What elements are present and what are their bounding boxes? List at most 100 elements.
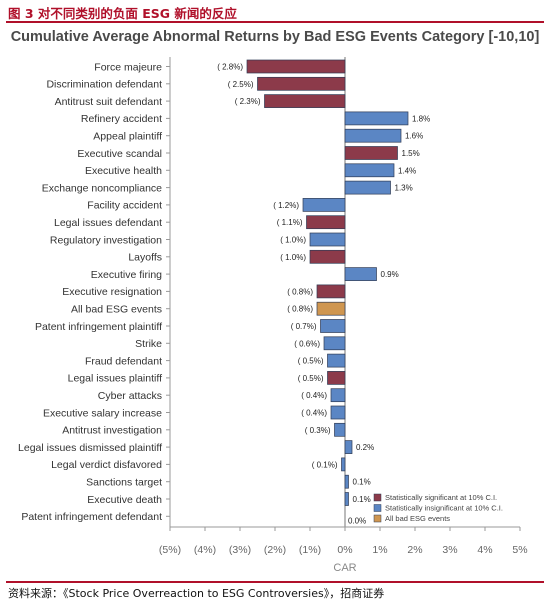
bar [316,284,346,299]
value-label: 0.2% [356,443,374,452]
value-label: ( 1.1%) [277,218,303,227]
chart-bars [246,59,409,506]
bar [309,232,346,247]
category-label: Facility accident [87,200,162,212]
category-label: Legal verdict disfavored [51,459,162,471]
category-label: Discrimination defendant [46,79,162,91]
bar [327,371,346,385]
x-tick-label: 3% [442,544,457,556]
x-tick-label: (1%) [299,544,321,556]
value-label: ( 0.4%) [301,391,327,400]
category-label: Antitrust investigation [62,425,162,437]
x-axis-label: CAR [333,562,356,574]
value-label: ( 0.8%) [287,287,313,296]
value-label: 0.1% [353,495,371,504]
category-label: Legal issues plaintiff [68,373,162,385]
legend-label: Statistically significant at 10% C.I. [385,493,497,502]
category-label: Force majeure [94,61,162,73]
x-tick-label: 4% [477,544,492,556]
value-label: ( 1.2%) [273,201,299,210]
category-label: Refinery accident [81,113,162,125]
bar [246,59,346,74]
x-tick-label: 2% [407,544,422,556]
category-label: Executive death [87,494,162,506]
bar [344,492,349,506]
legend-swatch [373,514,382,523]
bar [306,215,346,230]
value-label: ( 0.6%) [294,339,320,348]
category-label: Patent infringement plaintiff [35,321,162,333]
value-label: ( 1.0%) [280,253,306,262]
bar [344,111,409,126]
bar [264,94,346,108]
top-rule [6,21,544,23]
x-tick-label: 0% [337,544,352,556]
chart-title: Cumulative Average Abnormal Returns by B… [11,29,540,45]
bar [344,180,391,195]
x-tick-label: (4%) [194,544,216,556]
category-label: Executive salary increase [43,407,162,419]
bar [309,249,346,264]
bar [341,457,346,472]
chart-axes: (5%) (4%) (3%) (2%) (1%) 0% 1% 2% 3% 4% 5% [159,57,528,556]
legend-label: All bad ESG events [385,514,450,523]
value-label: 1.3% [395,184,413,193]
value-label: ( 0.3%) [305,426,331,435]
bar [344,163,395,178]
bar [323,336,346,351]
bar [302,198,346,212]
value-label: 1.5% [402,149,420,158]
value-label: ( 2.5%) [228,80,254,89]
category-label: Sanctions target [86,477,162,489]
value-label: ( 0.1%) [312,460,338,469]
bar [320,319,346,333]
value-label: 1.4% [398,166,416,175]
x-tick-label: (5%) [159,544,181,556]
figure-title: 图 3 对不同类别的负面 ESG 新闻的反应 [8,6,237,21]
x-tick-label: 1% [372,544,387,556]
legend-swatch [373,504,382,512]
legend-swatch [373,493,382,502]
value-label: 0.9% [381,270,399,279]
bar [344,474,349,489]
bar [257,76,346,91]
bottom-rule [6,581,544,583]
category-label: Exchange noncompliance [42,182,162,194]
value-label: ( 0.8%) [287,305,313,314]
bar [344,267,377,281]
value-label: 0.1% [353,478,371,487]
category-label: Strike [135,338,162,350]
category-label: Executive scandal [77,148,162,160]
value-label: 1.8% [412,114,430,123]
bar [327,353,346,368]
bar [330,405,346,420]
category-label: Cyber attacks [98,390,162,402]
category-label: Legal issues defendant [54,217,162,229]
category-label: Executive resignation [62,286,162,298]
category-label: Patent infringement defendant [21,511,162,523]
chart-legend: Statistically significant at 10% C.I. Sta… [373,493,503,523]
value-label: ( 2.3%) [235,97,261,106]
value-label: ( 1.0%) [280,236,306,245]
category-label: Executive health [85,165,162,177]
bar [344,440,353,454]
bar [344,146,398,160]
category-label: Regulatory investigation [50,234,162,246]
x-tick-label: (3%) [229,544,251,556]
chart-labels: Force majeure ( 2.8%) Discrimination defen… [18,61,430,525]
bar [316,301,346,316]
value-label: 0.0% [348,516,366,525]
category-label: Fraud defendant [85,355,162,367]
category-label: Appeal plaintiff [93,131,162,143]
bar [334,422,346,437]
x-tick-label: 5% [512,544,527,556]
category-label: Layoffs [128,252,162,264]
category-label: All bad ESG events [71,304,162,316]
value-label: ( 0.4%) [301,409,327,418]
source-note: 资料来源：《Stock Price Overreaction to ESG Co… [8,587,385,600]
value-label: ( 0.5%) [298,374,324,383]
category-label: Antitrust suit defendant [55,96,162,108]
category-label: Executive firing [91,269,162,281]
bar [344,128,402,143]
